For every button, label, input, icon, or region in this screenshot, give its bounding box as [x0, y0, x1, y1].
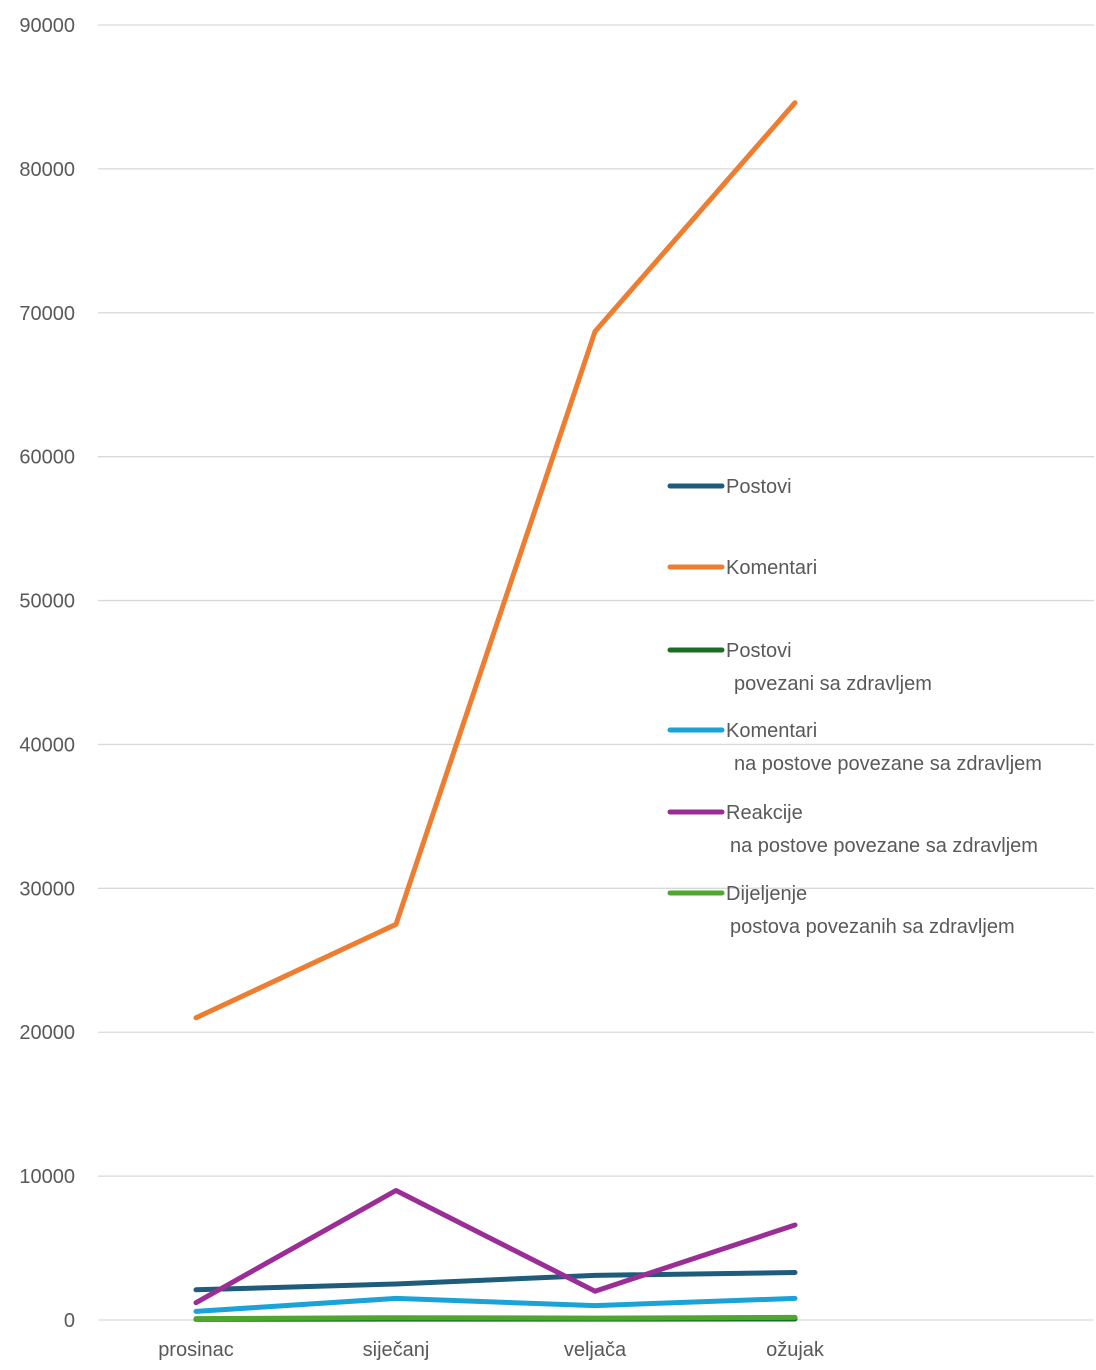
- y-tick-label: 30000: [19, 878, 75, 900]
- y-tick-label: 60000: [19, 447, 75, 469]
- series-line-1: [196, 103, 795, 1018]
- legend-item: Komentari: [670, 557, 817, 579]
- x-tick-label: veljača: [564, 1339, 627, 1361]
- x-tick-label: ožujak: [766, 1339, 825, 1361]
- y-axis-tick-labels: 90000 80000 70000 60000 50000 40000 30000 20000…: [19, 15, 75, 1332]
- series-line-0: [196, 1273, 795, 1290]
- x-axis-tick-labels: prosinac siječanj veljača ožujak: [158, 1339, 825, 1361]
- y-tick-label: 0: [64, 1310, 75, 1332]
- gridlines: [98, 25, 1094, 1320]
- series-line-3: [196, 1298, 795, 1311]
- series-line-5: [196, 1317, 795, 1318]
- y-tick-label: 40000: [19, 734, 75, 756]
- y-tick-label: 70000: [19, 303, 75, 325]
- series-lines: [196, 103, 795, 1320]
- y-tick-label: 90000: [19, 15, 75, 37]
- legend-label: Komentari: [726, 557, 817, 579]
- y-tick-label: 80000: [19, 159, 75, 181]
- y-tick-label: 20000: [19, 1022, 75, 1044]
- y-tick-label: 50000: [19, 591, 75, 613]
- x-tick-label: prosinac: [158, 1339, 234, 1361]
- legend-item: Postovi: [670, 476, 792, 498]
- y-tick-label: 10000: [19, 1166, 75, 1188]
- legend-label: Postovi: [726, 476, 792, 498]
- x-tick-label: siječanj: [363, 1339, 430, 1361]
